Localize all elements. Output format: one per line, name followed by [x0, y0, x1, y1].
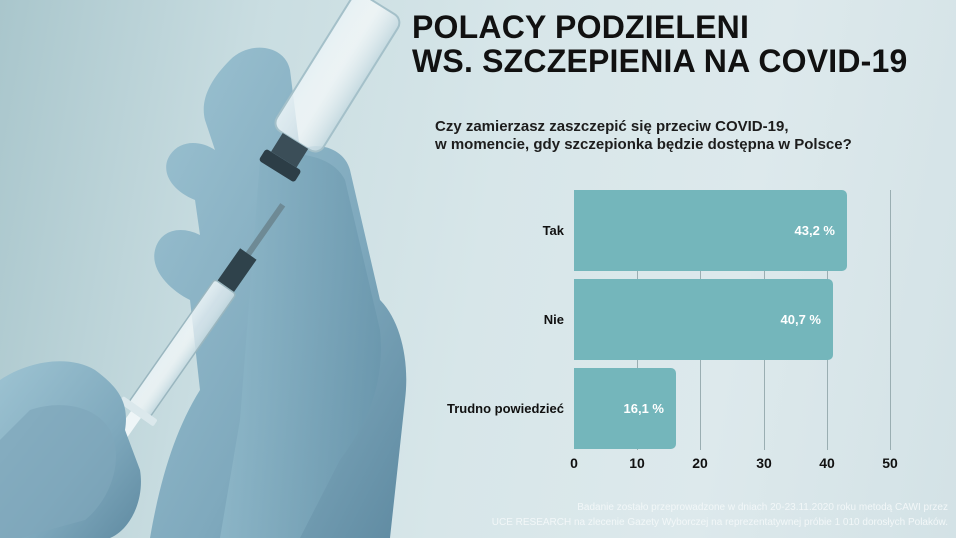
category-label-nie: Nie — [543, 312, 564, 327]
category-label-tak: Tak — [542, 223, 564, 238]
bar-nie: 40,7 % — [574, 279, 833, 360]
chart-question: Czy zamierzasz zaszczepić się przeciw CO… — [435, 118, 915, 154]
x-tick-50: 50 — [882, 455, 898, 471]
source-note-line-1: Badanie zostało przeprowadzone w dniach … — [577, 502, 948, 513]
gridline-50 — [890, 190, 891, 450]
question-line-2: w momencie, gdy szczepionka będzie dostę… — [435, 136, 852, 153]
bar-tak: 43,2 % — [574, 190, 847, 271]
vaccine-syringe-photo — [0, 0, 407, 538]
bar-value-tak: 43,2 % — [794, 223, 835, 238]
title-line-1: POLACY PODZIELENI — [412, 9, 750, 45]
x-tick-40: 40 — [819, 455, 835, 471]
bar-value-trudno-powiedziec: 16,1 % — [623, 401, 664, 416]
bar-trudno-powiedziec: 16,1 % — [574, 368, 676, 449]
bar-value-nie: 40,7 % — [780, 312, 821, 327]
x-tick-20: 20 — [692, 455, 708, 471]
x-tick-30: 30 — [756, 455, 772, 471]
source-note: Badanie zostało przeprowadzone w dniach … — [492, 500, 948, 530]
x-tick-0: 0 — [570, 455, 578, 471]
page-title: POLACY PODZIELENI WS. SZCZEPIENIA NA COV… — [412, 10, 952, 78]
x-tick-10: 10 — [629, 455, 645, 471]
source-note-line-2: UCE RESEARCH na zlecenie Gazety Wyborcze… — [491, 517, 948, 528]
category-label-trudno-powiedziec: Trudno powiedzieć — [446, 401, 564, 416]
title-line-2: WS. SZCZEPIENIA NA COVID-19 — [412, 43, 908, 79]
question-line-1: Czy zamierzasz zaszczepić się przeciw CO… — [435, 118, 789, 135]
